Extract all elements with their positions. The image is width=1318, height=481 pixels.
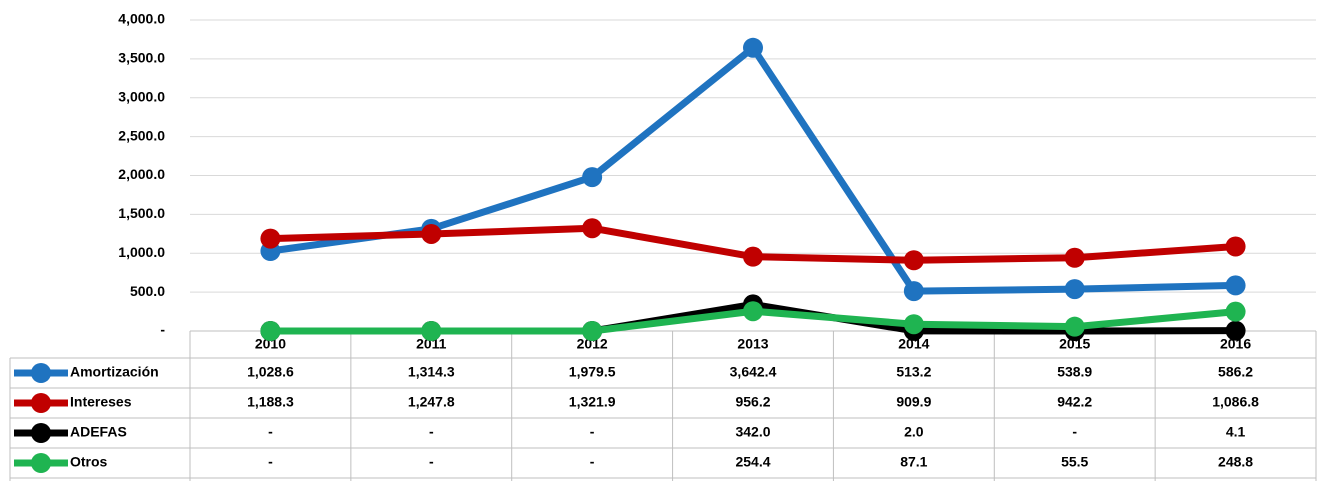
- table-value: 248.8: [1218, 454, 1253, 470]
- point: [1225, 275, 1246, 296]
- y-tick-label: 3,000.0: [118, 88, 165, 104]
- table-value: 254.4: [735, 454, 770, 470]
- y-tick-label: 1,000.0: [118, 244, 165, 260]
- point: [1225, 301, 1246, 322]
- table-value: -: [429, 454, 434, 470]
- table-value: -: [590, 454, 595, 470]
- y-tick-label: 4,000.0: [118, 11, 165, 27]
- x-tick-label: 2011: [416, 336, 447, 352]
- point: [1064, 279, 1085, 300]
- table-value: 342.0: [735, 424, 770, 440]
- point: [421, 321, 442, 341]
- y-tick-label: -: [160, 322, 165, 338]
- y-tick-label: 500.0: [130, 283, 165, 299]
- table-value: 942.2: [1057, 394, 1092, 410]
- x-tick-label: 2016: [1220, 336, 1251, 352]
- table-value: -: [268, 454, 273, 470]
- table-value: 1,314.3: [408, 364, 455, 380]
- point: [582, 218, 603, 239]
- point: [743, 37, 763, 58]
- point: [903, 314, 924, 335]
- point: [582, 167, 603, 188]
- table-value: 513.2: [896, 364, 931, 380]
- point: [743, 246, 763, 267]
- table-value: 1,321.9: [569, 394, 616, 410]
- x-tick-label: 2014: [898, 336, 929, 352]
- table-value: 1,086.8: [1212, 394, 1259, 410]
- legend-label: Amortización: [70, 364, 159, 380]
- x-tick-label: 2010: [255, 336, 286, 352]
- point: [260, 321, 281, 341]
- point: [903, 250, 924, 271]
- legend-marker: [31, 393, 51, 413]
- legend-label: ADEFAS: [70, 424, 127, 440]
- y-tick-label: 2,000.0: [118, 166, 165, 182]
- x-tick-label: 2013: [737, 336, 768, 352]
- point: [903, 281, 924, 302]
- legend-marker: [31, 363, 51, 383]
- table-value: 956.2: [735, 394, 770, 410]
- y-tick-label: 2,500.0: [118, 127, 165, 143]
- table-value: 87.1: [900, 454, 927, 470]
- table-value: 538.9: [1057, 364, 1092, 380]
- y-tick-label: 3,500.0: [118, 50, 165, 66]
- legend-marker: [31, 423, 51, 443]
- point: [582, 321, 603, 341]
- y-tick-label: 1,500.0: [118, 205, 165, 221]
- table-value: 1,188.3: [247, 394, 294, 410]
- point: [421, 223, 442, 244]
- table-value: 3,642.4: [730, 364, 777, 380]
- legend-label: Otros: [70, 454, 108, 470]
- point: [743, 301, 763, 322]
- table-value: 586.2: [1218, 364, 1253, 380]
- legend-label: Intereses: [70, 394, 132, 410]
- table-value: 1,979.5: [569, 364, 616, 380]
- table-value: 55.5: [1061, 454, 1088, 470]
- table-value: 1,028.6: [247, 364, 294, 380]
- point: [1225, 236, 1246, 257]
- table-value: -: [268, 424, 273, 440]
- table-value: -: [429, 424, 434, 440]
- table-value: -: [590, 424, 595, 440]
- table-value: 1,247.8: [408, 394, 455, 410]
- legend-marker: [31, 453, 51, 473]
- table-value: 909.9: [896, 394, 931, 410]
- point: [1064, 247, 1085, 268]
- point: [260, 228, 281, 249]
- table-value: -: [1072, 424, 1077, 440]
- point: [1064, 316, 1085, 337]
- table-value: 2.0: [904, 424, 924, 440]
- point: [1225, 320, 1246, 341]
- table-value: 4.1: [1226, 424, 1246, 440]
- x-tick-label: 2015: [1059, 336, 1090, 352]
- x-tick-label: 2012: [577, 336, 608, 352]
